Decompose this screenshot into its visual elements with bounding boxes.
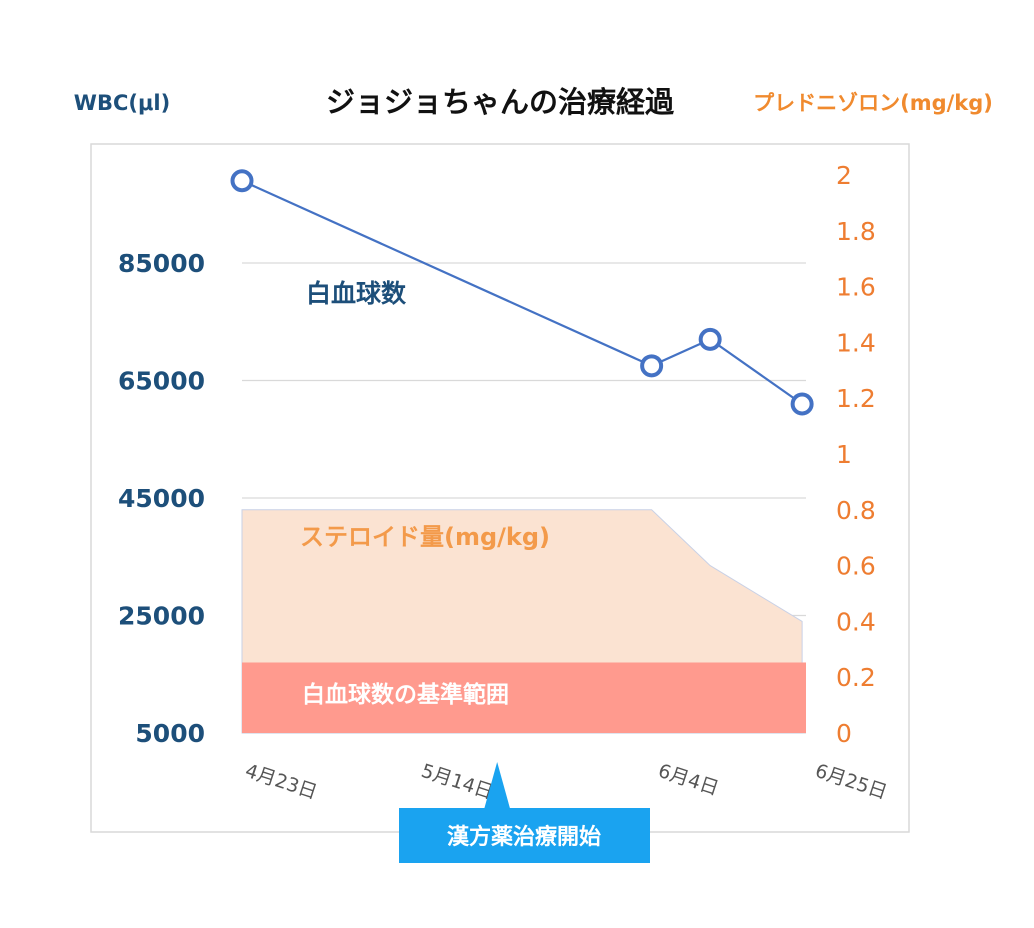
left-tick-label: 5000 — [135, 719, 205, 748]
reference-band-group — [242, 662, 806, 733]
wbc-point — [790, 392, 814, 416]
left-tick-label: 45000 — [118, 484, 205, 513]
right-tick-label: 1.8 — [836, 217, 876, 246]
callout-box — [399, 808, 650, 863]
callout-label: 漢方薬治療開始 — [447, 824, 601, 850]
left-tick-label: 25000 — [118, 602, 205, 631]
right-tick-label: 2 — [836, 161, 852, 190]
left-axis-ticks: 5000 25000 45000 65000 85000 — [118, 249, 205, 748]
reference-band-label: 白血球数の基準範囲 — [302, 681, 509, 708]
right-tick-label: 1 — [836, 440, 852, 469]
wbc-point — [698, 327, 722, 351]
wbc-line-group — [230, 169, 814, 416]
wbc-point — [640, 354, 664, 378]
kampo-start-callout: 漢方薬治療開始 — [399, 762, 650, 863]
callout-pointer — [484, 762, 511, 809]
right-tick-label: 0.8 — [836, 496, 876, 525]
left-tick-label: 85000 — [118, 249, 205, 278]
reference-band — [242, 662, 806, 733]
right-tick-label: 0.2 — [836, 663, 876, 692]
right-tick-label: 1.6 — [836, 273, 876, 302]
right-tick-label: 0 — [836, 719, 852, 748]
right-tick-label: 0.4 — [836, 607, 876, 636]
right-tick-label: 0.6 — [836, 552, 876, 581]
left-axis-title: WBC(μl) — [74, 91, 170, 115]
chart-title: ジョジョちゃんの治療経過 — [326, 85, 675, 119]
wbc-point — [230, 169, 254, 193]
right-tick-label: 1.4 — [836, 328, 876, 357]
steroid-series-label: ステロイド量(mg/kg) — [300, 523, 550, 551]
wbc-series-label: 白血球数 — [306, 279, 407, 308]
left-tick-label: 65000 — [118, 367, 205, 396]
right-tick-label: 1.2 — [836, 384, 876, 413]
right-axis-ticks: 0 0.2 0.4 0.6 0.8 1 1.2 1.4 1.6 1.8 2 — [836, 161, 876, 748]
wbc-line — [241, 179, 803, 405]
right-axis-title: プレドニゾロン(mg/kg) — [753, 91, 993, 115]
